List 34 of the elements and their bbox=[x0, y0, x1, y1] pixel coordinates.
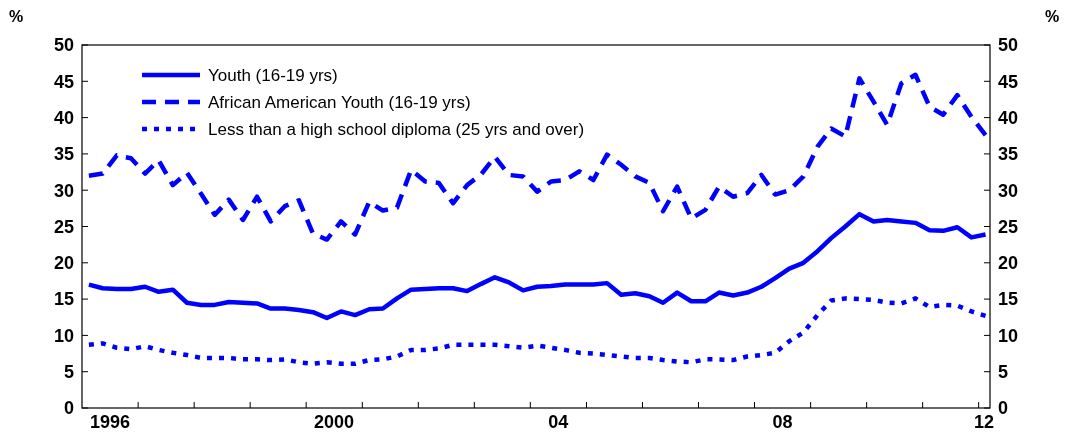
x-tick-label: 08 bbox=[772, 412, 793, 432]
y2-tick-label: 40 bbox=[998, 107, 1019, 128]
legend-label: African American Youth (16-19 yrs) bbox=[208, 92, 471, 112]
y2-tick-label: 25 bbox=[998, 216, 1019, 237]
y-tick-label: 5 bbox=[63, 362, 74, 382]
y2-tick-label: 0 bbox=[998, 398, 1009, 419]
y-tick-label: 30 bbox=[53, 180, 74, 201]
y-tick-label: 0 bbox=[63, 398, 74, 419]
y2-axis-title: % bbox=[1044, 8, 1060, 25]
y2-tick-label: 10 bbox=[998, 325, 1019, 346]
y-tick-label: 45 bbox=[53, 71, 74, 92]
legend-label: Youth (16-19 yrs) bbox=[208, 65, 338, 85]
y-tick-label: 10 bbox=[53, 325, 74, 346]
y2-tick-label: 15 bbox=[998, 289, 1019, 310]
y-tick-label: 40 bbox=[53, 107, 74, 128]
x-tick-label: 2000 bbox=[314, 412, 355, 432]
x-tick-label: 04 bbox=[548, 412, 569, 432]
y2-tick-label: 50 bbox=[998, 35, 1019, 56]
y2-tick-label: 30 bbox=[998, 180, 1019, 201]
y-tick-label: 20 bbox=[53, 253, 74, 274]
y-tick-label: 35 bbox=[53, 144, 74, 165]
y-tick-label: 25 bbox=[53, 216, 74, 237]
line-series bbox=[86, 296, 988, 366]
y-tick-label: 15 bbox=[53, 289, 74, 310]
y2-tick-label: 45 bbox=[998, 71, 1019, 92]
x-tick-label: 12 bbox=[974, 412, 995, 432]
x-tick-label: 1996 bbox=[89, 412, 130, 432]
y-tick-label: 50 bbox=[53, 35, 74, 56]
line-series bbox=[86, 211, 988, 321]
y2-tick-label: 20 bbox=[998, 253, 1019, 274]
y2-tick-label: 35 bbox=[998, 144, 1019, 165]
legend-label: Less than a high school diploma (25 yrs and over) bbox=[208, 119, 585, 139]
y-axis-title: % bbox=[8, 8, 24, 25]
y2-tick-label: 5 bbox=[998, 362, 1009, 382]
